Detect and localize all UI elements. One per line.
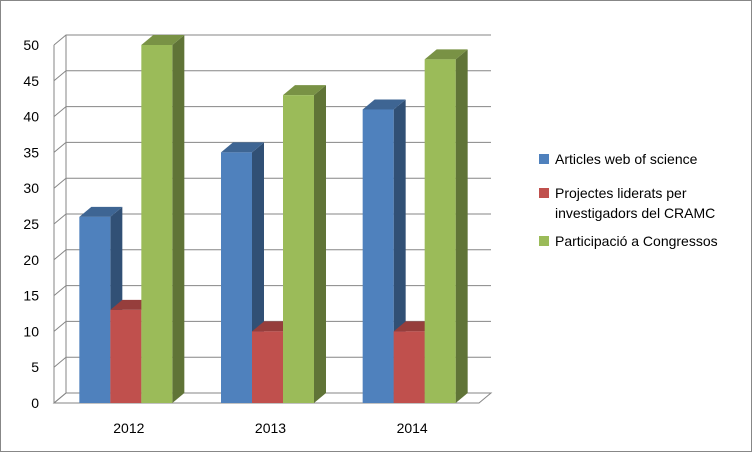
y-tick-label: 30 bbox=[23, 180, 39, 196]
bar-side bbox=[172, 35, 185, 403]
bar-top bbox=[141, 35, 185, 45]
bar-top bbox=[424, 49, 468, 60]
legend-label-projectes-line1: Projectes liderats per bbox=[555, 185, 687, 201]
legend-swatch-projectes bbox=[539, 188, 549, 198]
y-tick-label: 45 bbox=[23, 73, 39, 89]
y-tick-label: 15 bbox=[23, 288, 39, 304]
legend-item-projectes: Projectes liderats per investigadors del… bbox=[539, 183, 739, 223]
y-tick-label: 0 bbox=[31, 395, 39, 411]
bar-side bbox=[314, 85, 326, 404]
legend-item-congressos: Participació a Congressos bbox=[539, 231, 739, 251]
bar-congressos-2014 bbox=[424, 59, 456, 403]
legend-swatch-congressos bbox=[539, 236, 549, 246]
y-tick-label: 25 bbox=[23, 216, 39, 232]
legend-item-articles: Articles web of science bbox=[539, 149, 739, 169]
bar-projectes-2014 bbox=[393, 331, 425, 403]
y-tick-label: 35 bbox=[23, 144, 39, 160]
y-tick-label: 5 bbox=[31, 359, 39, 375]
bar-top bbox=[283, 85, 326, 96]
bar-top bbox=[79, 206, 123, 217]
bar-articles-2013 bbox=[221, 152, 252, 403]
chart-legend: Articles web of science Projectes lidera… bbox=[539, 149, 739, 265]
bar-articles-2014 bbox=[362, 109, 394, 403]
y-tick-label: 10 bbox=[23, 323, 39, 339]
bar-top bbox=[221, 142, 264, 153]
y-tick-label: 40 bbox=[23, 109, 39, 125]
x-tick-label: 2012 bbox=[113, 420, 144, 436]
y-tick-label: 20 bbox=[23, 252, 39, 268]
legend-swatch-articles bbox=[539, 154, 549, 164]
bar-top bbox=[362, 99, 406, 110]
legend-label-congressos: Participació a Congressos bbox=[555, 233, 718, 249]
legend-label-articles: Articles web of science bbox=[555, 151, 698, 167]
bar-side bbox=[455, 49, 468, 403]
y-tick-label: 50 bbox=[23, 37, 39, 53]
bar-congressos-2013 bbox=[283, 95, 314, 404]
bar-projectes-2012 bbox=[110, 309, 142, 403]
bar-projectes-2013 bbox=[252, 331, 283, 403]
x-tick-label: 2014 bbox=[397, 420, 428, 436]
bar-congressos-2012 bbox=[141, 45, 173, 403]
legend-label-projectes-line2: investigadors del CRAMC bbox=[555, 205, 716, 221]
bar-articles-2012 bbox=[79, 216, 111, 403]
x-tick-label: 2013 bbox=[255, 420, 286, 436]
